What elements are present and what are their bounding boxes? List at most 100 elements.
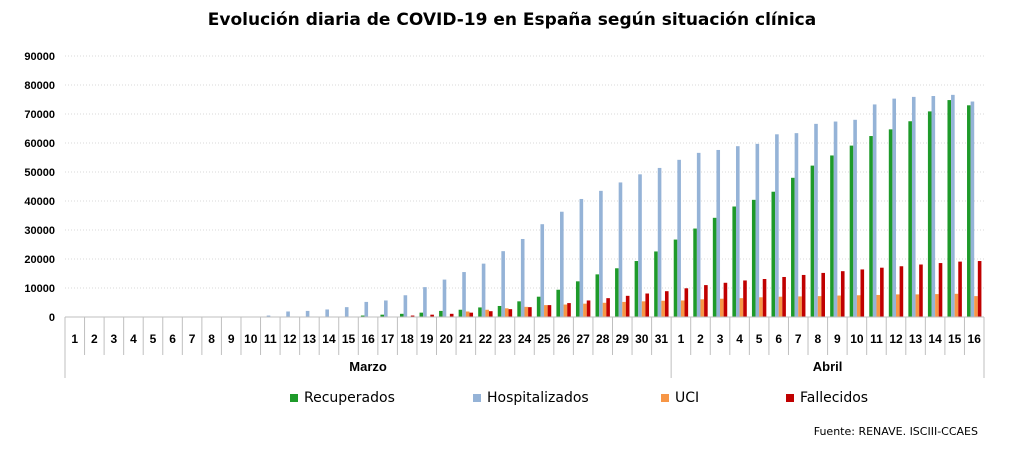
bar-recuperados [399, 313, 404, 317]
bar-recuperados [654, 251, 658, 317]
legend-swatch [290, 394, 298, 402]
bar-hospitalizados [931, 96, 936, 318]
bar-hospitalizados [833, 121, 838, 317]
bar-recuperados [869, 136, 873, 317]
bar-uci [837, 295, 841, 317]
bar-fallecidos [704, 285, 708, 317]
y-tick-label: 40000 [24, 196, 55, 208]
x-tick-label: 4 [130, 332, 137, 346]
bar-recuperados [927, 111, 932, 317]
x-tick-label: 12 [283, 332, 297, 346]
x-tick-label: 22 [479, 332, 493, 346]
x-tick-label: 21 [459, 332, 473, 346]
x-tick-label: 2 [91, 332, 98, 346]
bar-recuperados [791, 177, 795, 317]
bar-fallecidos [919, 264, 923, 317]
x-tick-label: 6 [775, 332, 782, 346]
bar-uci [798, 296, 802, 317]
bar-fallecidos [586, 300, 591, 317]
x-tick-label: 6 [169, 332, 176, 346]
x-tick-label: 18 [401, 332, 415, 346]
source-note: Fuente: RENAVE. ISCIII-CCAES [813, 425, 978, 438]
y-tick-label: 0 [49, 312, 55, 324]
bar-fallecidos [567, 303, 571, 317]
bar-hospitalizados [755, 143, 760, 317]
bar-fallecidos [684, 288, 689, 317]
bar-recuperados [771, 191, 776, 317]
bar-hospitalizados [872, 104, 877, 318]
bar-hospitalizados [462, 272, 466, 317]
bar-uci [954, 293, 959, 317]
bar-recuperados [419, 312, 424, 317]
bar-hospitalizados [384, 300, 388, 317]
bar-fallecidos [801, 274, 806, 317]
bar-fallecidos [645, 293, 650, 317]
x-tick-label: 7 [189, 332, 196, 346]
bar-fallecidos [488, 311, 493, 317]
x-tick-label: 31 [655, 332, 669, 346]
chart-title: Evolución diaria de COVID-19 en España s… [207, 10, 817, 30]
bar-fallecidos [469, 312, 474, 317]
bar-recuperados [810, 165, 815, 317]
bar-hospitalizados [286, 311, 290, 317]
bar-recuperados [439, 310, 443, 317]
bar-fallecidos [508, 309, 513, 317]
bar-hospitalizados [853, 119, 857, 317]
x-tick-label: 25 [537, 332, 551, 346]
bar-recuperados [478, 307, 482, 317]
bar-fallecidos [528, 307, 532, 317]
bar-hospitalizados [775, 134, 779, 317]
bar-uci [700, 299, 705, 317]
bar-recuperados [458, 309, 463, 317]
legend-item-hospitalizados: Hospitalizados [473, 390, 589, 406]
x-tick-label: 15 [342, 332, 356, 346]
group-label: Marzo [349, 359, 387, 374]
bar-fallecidos [547, 305, 552, 317]
y-tick-label: 10000 [24, 283, 55, 295]
y-tick-label: 60000 [24, 138, 55, 150]
bar-hospitalizados [344, 307, 349, 317]
x-tick-label: 23 [498, 332, 512, 346]
bar-recuperados [673, 239, 678, 317]
bar-recuperados [575, 281, 580, 317]
bar-fallecidos [606, 298, 610, 317]
x-tick-label: 16 [361, 332, 375, 346]
bar-fallecidos [762, 279, 767, 317]
x-tick-label: 1 [71, 332, 78, 346]
bar-recuperados [360, 315, 365, 317]
bar-hospitalizados [911, 96, 916, 317]
x-tick-label: 27 [576, 332, 590, 346]
bar-hospitalizados [501, 251, 505, 317]
x-tick-label: 10 [244, 332, 258, 346]
legend-swatch [661, 394, 669, 402]
bar-uci [641, 301, 646, 317]
bar-uci [504, 308, 509, 317]
bar-uci [602, 302, 607, 317]
bar-fallecidos [899, 266, 904, 317]
bar-fallecidos [743, 280, 747, 317]
bar-hospitalizados [403, 295, 408, 317]
x-tick-label: 9 [834, 332, 841, 346]
bar-recuperados [849, 145, 854, 317]
x-tick-label: 19 [420, 332, 434, 346]
x-tick-label: 13 [909, 332, 923, 346]
bar-uci [974, 296, 978, 317]
x-tick-label: 3 [717, 332, 724, 346]
bar-uci [876, 294, 881, 317]
bar-recuperados [693, 228, 697, 317]
y-tick-label: 70000 [24, 109, 55, 121]
bar-recuperados [517, 301, 521, 317]
x-tick-label: 24 [518, 332, 532, 346]
bar-uci [680, 300, 685, 317]
bar-uci [759, 297, 763, 317]
x-tick-label: 30 [635, 332, 649, 346]
bar-fallecidos [880, 267, 884, 317]
bar-fallecidos [977, 261, 982, 317]
bar-uci [485, 309, 489, 317]
bar-fallecidos [821, 272, 825, 317]
bar-recuperados [830, 155, 834, 317]
bar-hospitalizados [677, 159, 681, 317]
bar-hospitalizados [481, 263, 486, 317]
x-tick-label: 5 [150, 332, 157, 346]
x-tick-label: 17 [381, 332, 395, 346]
